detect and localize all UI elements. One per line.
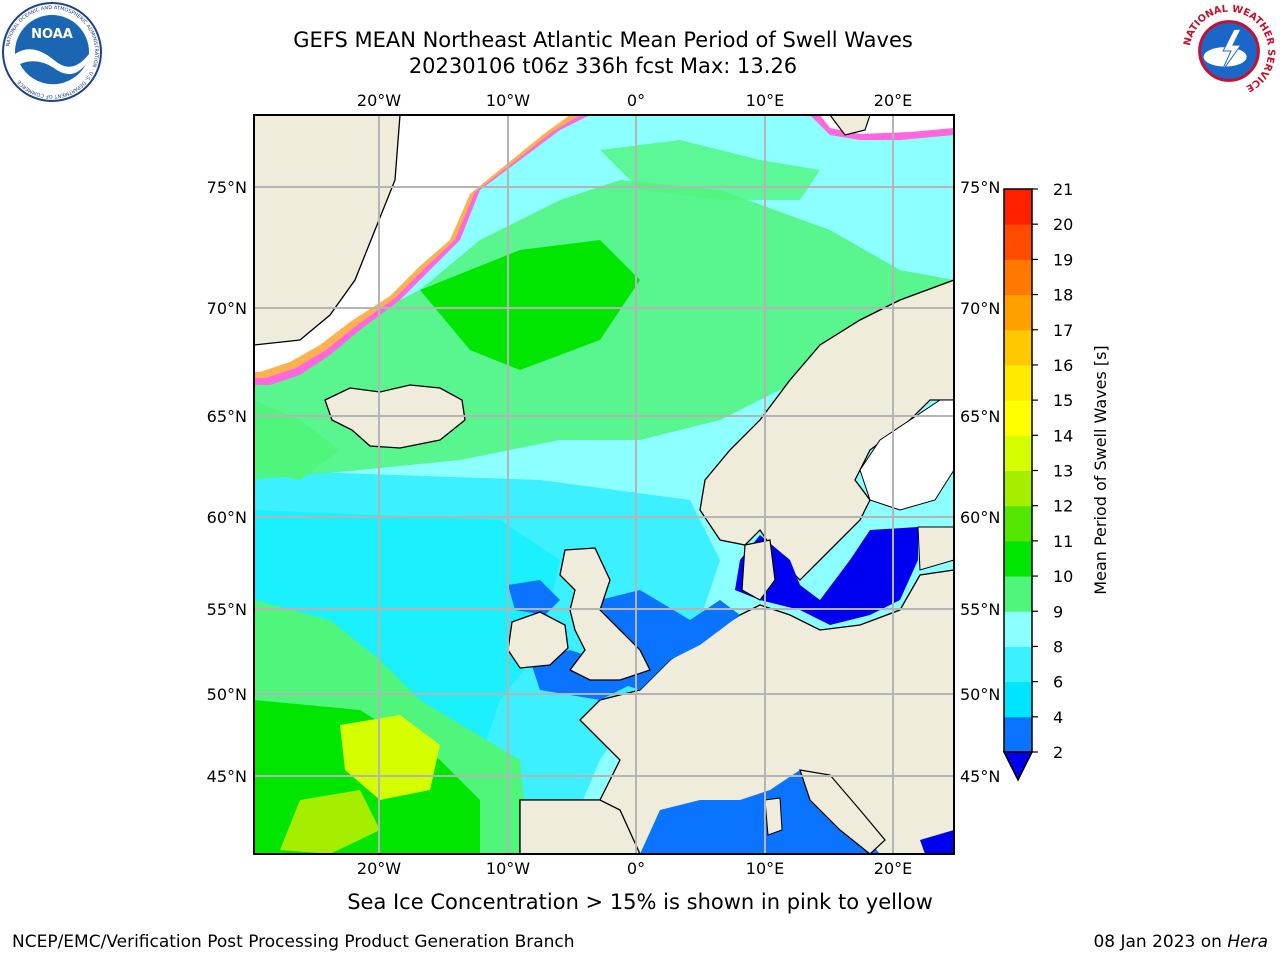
lon-label-top: 0° <box>627 91 645 110</box>
colorbar-band <box>1004 400 1032 436</box>
lat-label-right: 45°N <box>960 767 1000 786</box>
colorbar-tick-label: 6 <box>1053 673 1063 692</box>
baltic-sea-low <box>735 527 918 625</box>
colorbar-band <box>1004 259 1032 296</box>
finland-land <box>917 526 954 571</box>
lon-label-top: 20°W <box>357 91 401 110</box>
lat-label-left: 50°N <box>207 685 247 704</box>
lat-label-left: 75°N <box>207 178 247 197</box>
lon-label-bottom: 20°W <box>357 859 401 878</box>
lat-label-right: 55°N <box>960 600 1000 619</box>
lon-label-top: 10°E <box>746 91 784 110</box>
colorbar-tick-label: 15 <box>1053 391 1073 410</box>
colorbar-band <box>1004 470 1032 507</box>
swell-band-10-11s-north <box>420 240 640 370</box>
lat-labels-right: 75°N 70°N 65°N 60°N 55°N 50°N 45°N <box>960 178 1000 786</box>
colorbar-tick-label: 12 <box>1053 497 1073 516</box>
colorbar-tick-label: 20 <box>1053 215 1073 234</box>
map-plot-area <box>254 115 954 854</box>
swell-max-12-13s <box>340 715 440 800</box>
graticule <box>254 115 954 854</box>
colorbar-tick-label: 9 <box>1053 602 1063 621</box>
colorbar-tick-label: 21 <box>1053 180 1073 199</box>
colorbar-band <box>1004 646 1032 683</box>
colorbar-band <box>1004 611 1032 647</box>
lat-label-right: 60°N <box>960 508 1000 527</box>
host-name: Hera <box>1227 932 1268 952</box>
lat-label-right: 65°N <box>960 407 1000 426</box>
colorbar-band <box>1004 505 1032 542</box>
colorbar-tick-label: 10 <box>1053 567 1073 586</box>
colorbar-tick-label: 8 <box>1053 637 1063 656</box>
colorbar-tick-label: 4 <box>1053 708 1063 727</box>
gulf-of-bothnia-ice <box>859 399 954 511</box>
sea-ice-caption: Sea Ice Concentration > 15% is shown in … <box>347 890 933 914</box>
corsica-sardinia-land <box>764 797 783 836</box>
date-text: 08 Jan 2023 on <box>1093 932 1228 952</box>
colorbar-tick-label: 13 <box>1053 462 1073 481</box>
colorbar-tick-label: 14 <box>1053 426 1073 445</box>
colorbar-tick-label: 16 <box>1053 356 1073 375</box>
colorbar-band <box>1004 540 1032 577</box>
lon-label-bottom: 20°E <box>874 859 912 878</box>
colorbar-label: Mean Period of Swell Waves [s] <box>1091 345 1110 594</box>
colorbar-band <box>1004 189 1032 225</box>
lat-label-left: 65°N <box>207 407 247 426</box>
chart-title: GEFS MEAN Northeast Atlantic Mean Period… <box>293 28 913 52</box>
lat-label-left: 45°N <box>207 767 247 786</box>
colorbar-tick-label: 17 <box>1053 321 1073 340</box>
datestamp: 08 Jan 2023 on Hera <box>1093 932 1268 952</box>
colorbar-band <box>1004 294 1032 331</box>
colorbar-band <box>1004 576 1032 612</box>
colorbar-band <box>1004 435 1032 471</box>
hebrides-2-4s <box>508 580 560 615</box>
lon-label-top: 20°E <box>874 91 912 110</box>
colorbar-bands <box>1004 189 1032 753</box>
colorbar-ticks: 2 4 6 8 9 10 11 12 13 14 15 16 17 18 19 20 21 <box>1032 180 1073 762</box>
lon-label-bottom: 0° <box>627 859 645 878</box>
colorbar-band <box>1004 329 1032 366</box>
swell-band-11-12s <box>280 790 380 854</box>
chart-subtitle: 20230106 t06z 336h fcst Max: 13.26 <box>408 54 798 78</box>
colorbar-tick-label: 19 <box>1053 250 1073 269</box>
swell-band-9-10s-west <box>254 400 340 480</box>
lon-labels-bottom: 20°W 10°W 0° 10°E 20°E <box>357 859 912 878</box>
map-frame <box>253 114 955 855</box>
iberia-land <box>519 799 641 854</box>
lat-label-left: 70°N <box>207 299 247 318</box>
ireland-land <box>507 611 569 669</box>
colorbar-tick-label: 2 <box>1053 743 1063 762</box>
lon-label-top: 10°W <box>486 91 530 110</box>
svalbard-land <box>829 115 871 136</box>
lon-labels-top: 20°W 10°W 0° 10°E 20°E <box>357 91 912 110</box>
colorbar-band <box>1004 364 1032 401</box>
lat-label-left: 60°N <box>207 508 247 527</box>
lon-label-bottom: 10°W <box>486 859 530 878</box>
colorbar-band <box>1004 224 1032 260</box>
colorbar-band <box>1004 681 1032 718</box>
lat-label-left: 55°N <box>207 600 247 619</box>
great-britain-land <box>559 547 651 681</box>
lat-label-right: 50°N <box>960 685 1000 704</box>
colorbar-tick-label: 18 <box>1053 286 1073 305</box>
aegean-low <box>920 830 954 854</box>
lat-label-right: 75°N <box>960 178 1000 197</box>
colorbar-under-arrow <box>1002 751 1034 782</box>
lat-labels-left: 75°N 70°N 65°N 60°N 55°N 50°N 45°N <box>207 178 247 786</box>
noaa-logo: NOAA NATIONAL OCEANIC AND ATMOSPHERIC AD… <box>2 2 102 102</box>
italy-land <box>799 769 886 854</box>
lon-label-bottom: 10°E <box>746 859 784 878</box>
nws-logo: NATIONAL WEATHER SERVICE <box>1181 4 1276 99</box>
colorbar-tick-label: 11 <box>1053 532 1073 551</box>
colorbar: 2 4 6 8 9 10 11 12 13 14 15 16 17 18 19 20 21 Mean Perio… <box>1002 180 1110 782</box>
lat-label-right: 70°N <box>960 299 1000 318</box>
colorbar-band <box>1004 716 1032 753</box>
noaa-logo-text: NOAA <box>31 27 73 42</box>
greenland-land <box>254 115 401 346</box>
credit-line: NCEP/EMC/Verification Post Processing Pr… <box>12 932 575 952</box>
